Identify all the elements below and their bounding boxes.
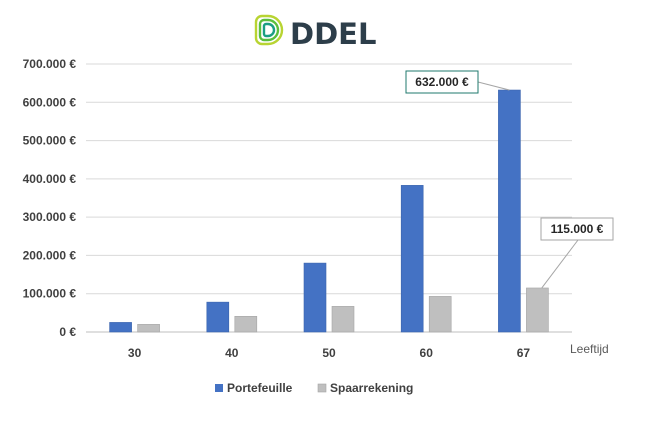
y-tick-label: 700.000 € (23, 57, 77, 71)
bars (109, 89, 549, 333)
callout-label: 115.000 € (551, 222, 604, 236)
x-tick-label: 50 (322, 346, 336, 360)
bar-portefeuille-67 (498, 89, 521, 333)
bar-spaarrekening-60 (428, 296, 452, 333)
bar-spaarrekening-40 (234, 316, 258, 333)
y-tick-label: 200.000 € (23, 248, 77, 262)
y-tick-label: 500.000 € (23, 134, 77, 148)
y-tick-label: 300.000 € (23, 210, 77, 224)
bar-portefeuille-30 (109, 322, 132, 333)
x-tick-label: 40 (225, 346, 239, 360)
callout-leader-line (477, 81, 510, 91)
bar-portefeuille-60 (400, 185, 424, 333)
legend-label-spaarrekening: Spaarrekening (330, 381, 413, 395)
x-tick-label: 60 (420, 346, 434, 360)
y-axis-tick-labels: 0 € 100.000 € 200.000 € 300.000 € 400.000 € 5… (23, 57, 77, 339)
x-axis-title: Leeftijd (570, 342, 609, 356)
bar-spaarrekening-30 (137, 324, 160, 333)
logo-wordmark: DDEL (290, 17, 376, 51)
legend-swatch-portefeuille (215, 384, 223, 392)
bar-spaarrekening-67 (526, 287, 549, 333)
legend-label-portefeuille: Portefeuille (227, 381, 293, 395)
y-tick-label: 400.000 € (23, 172, 77, 186)
x-tick-label: 67 (517, 346, 531, 360)
x-axis-tick-labels: 30 40 50 60 67 (128, 346, 530, 360)
legend-swatch-spaarrekening (317, 383, 327, 393)
ddel-logo-icon (254, 14, 284, 46)
bar-spaarrekening-50 (331, 306, 355, 333)
legend: Portefeuille Spaarrekening (215, 381, 413, 395)
callout-label: 632.000 € (415, 75, 469, 89)
x-tick-label: 30 (128, 346, 142, 360)
gridlines (86, 63, 572, 333)
bar-portefeuille-40 (206, 301, 230, 333)
callout-leader-line (541, 239, 579, 289)
bar-portefeuille-50 (303, 262, 327, 333)
ddel-logo: DDEL (254, 14, 376, 51)
y-tick-label: 0 € (59, 325, 76, 339)
y-tick-label: 600.000 € (23, 95, 77, 109)
y-tick-label: 100.000 € (23, 287, 77, 301)
callout-box (405, 70, 479, 94)
callouts: 632.000 € 115.000 € (405, 70, 614, 289)
callout-box (540, 217, 614, 241)
